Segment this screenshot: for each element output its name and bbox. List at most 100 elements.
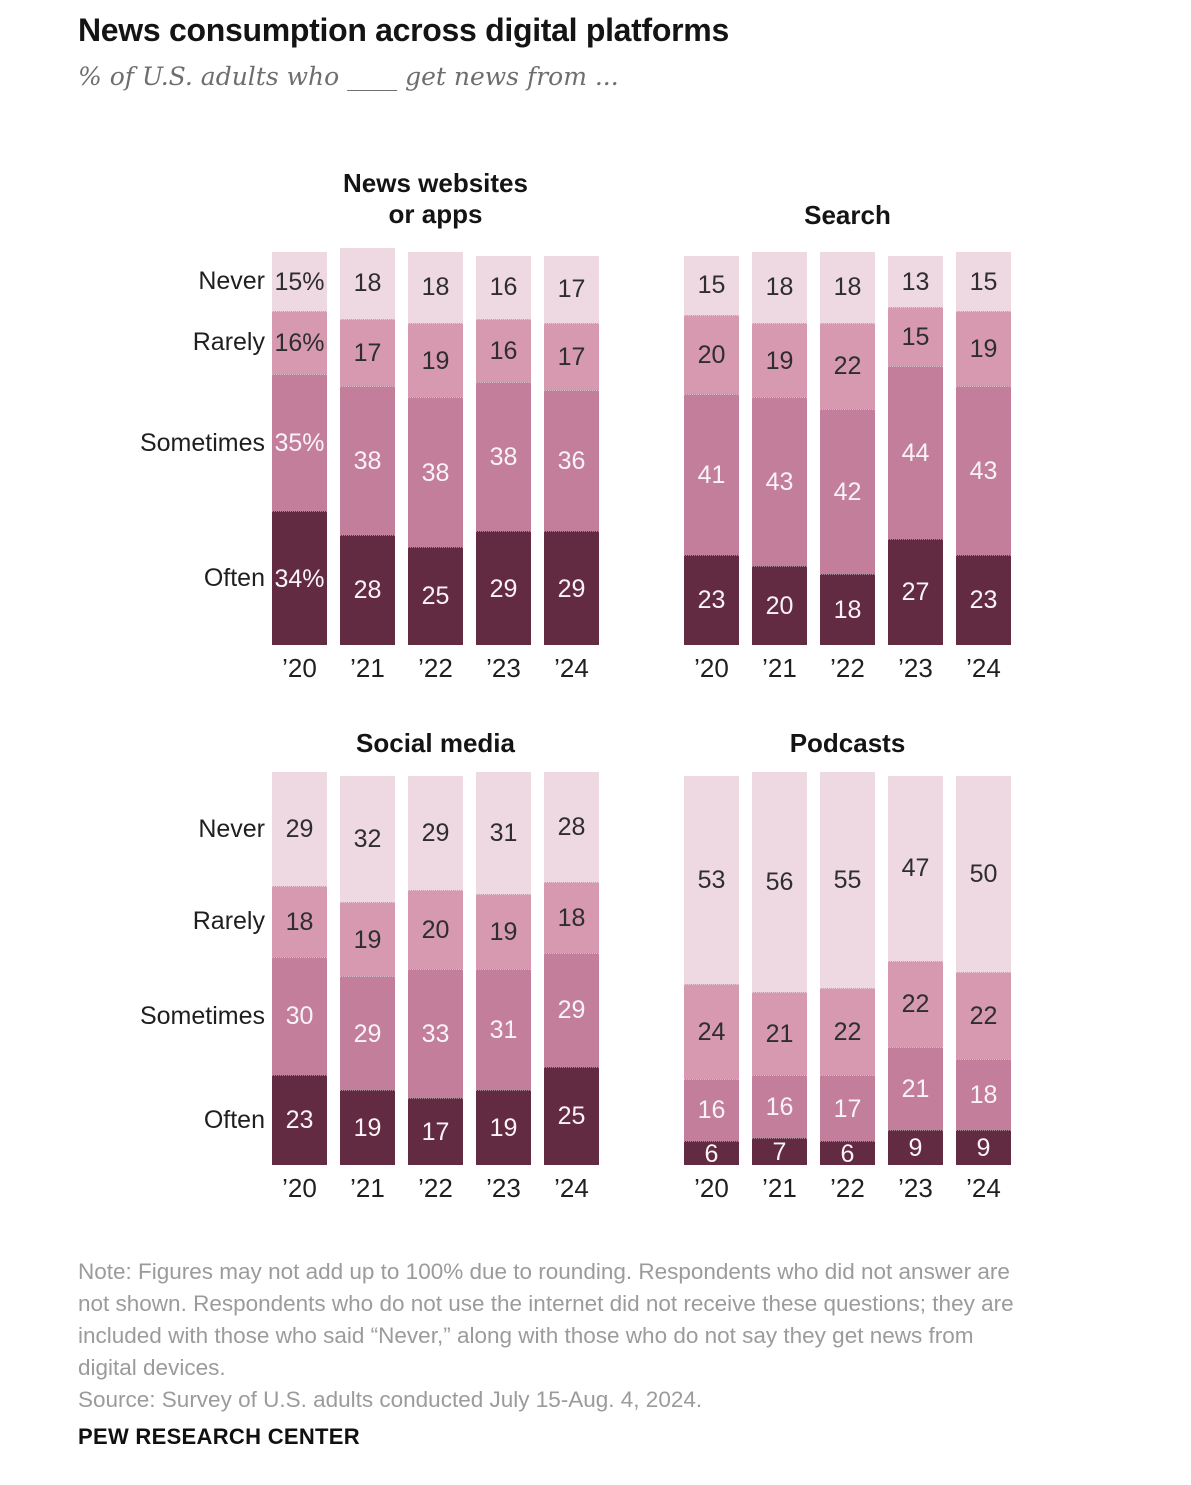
segment-sometimes: 41: [684, 393, 739, 555]
page-title: News consumption across digital platform…: [78, 12, 729, 48]
chart-title: Podcasts: [684, 728, 1011, 759]
value-label: 15: [969, 267, 998, 296]
value-label: 43: [969, 456, 998, 485]
segment-sometimes: 29: [544, 952, 599, 1067]
segment-never: 55: [820, 772, 875, 989]
value-label: 16: [697, 1096, 726, 1125]
row-label-often: Often: [203, 564, 265, 593]
year-label: ’24: [966, 653, 1001, 683]
year-label: ’22: [830, 1173, 865, 1203]
segment-rarely: 19: [752, 322, 807, 398]
year-label: ’21: [350, 653, 385, 683]
value-label: 16%: [274, 328, 325, 357]
value-label: 19: [489, 1114, 518, 1143]
value-label: 36: [557, 446, 586, 475]
segment-never: 18: [820, 252, 875, 323]
value-label: 47: [901, 854, 930, 883]
row-label-rarely: Rarely: [192, 328, 265, 357]
segment-never: 15: [956, 252, 1011, 311]
year-label: ’20: [694, 653, 729, 683]
bar-21: 18 17 38 28: [340, 248, 395, 645]
bar-21: 56 21 16 7: [752, 772, 807, 1165]
x-axis-labels: ’20 ’21 ’22 ’23 ’24: [684, 1173, 1011, 1204]
segment-rarely: 18: [272, 886, 327, 957]
segment-never: 29: [272, 772, 327, 886]
value-label: 21: [901, 1074, 930, 1103]
value-label: 18: [421, 273, 450, 302]
value-label: 29: [489, 574, 518, 603]
bars-row: 15% 16% 35% 34% 18 17 38 28 18 19 38 25 16 16 38 29 17 17…: [272, 245, 599, 645]
bar-21: 32 19 29 19: [340, 775, 395, 1165]
segment-often: 9: [888, 1129, 943, 1165]
x-axis-labels: ’20 ’21 ’22 ’23 ’24: [684, 653, 1011, 684]
value-label: 18: [285, 907, 314, 936]
footer-brand: PEW RESEARCH CENTER: [78, 1424, 360, 1449]
segment-often: 17: [408, 1098, 463, 1165]
value-label: 20: [421, 915, 450, 944]
value-label: 16: [489, 273, 518, 302]
value-label: 23: [969, 586, 998, 615]
segment-sometimes: 43: [752, 397, 807, 567]
value-label: 41: [697, 460, 726, 489]
value-label: 17: [557, 275, 586, 304]
bar-20: 15 20 41 23: [684, 255, 739, 645]
bar-24: 15 19 43 23: [956, 252, 1011, 645]
chart-title-line: Social media: [356, 728, 515, 758]
segment-often: 34%: [272, 511, 327, 645]
segment-sometimes: 21: [888, 1047, 943, 1130]
segment-rarely: 22: [820, 322, 875, 410]
value-label: 42: [833, 478, 862, 507]
value-label: 29: [557, 574, 586, 603]
value-label: 6: [840, 1139, 855, 1168]
value-label: 18: [765, 273, 794, 302]
segment-never: 32: [340, 775, 395, 902]
value-label: 44: [901, 438, 930, 467]
segment-often: 19: [476, 1090, 531, 1165]
segment-never: 18: [752, 252, 807, 323]
chart-title-line: Search: [804, 200, 891, 230]
segment-sometimes: 31: [476, 968, 531, 1091]
segment-often: 20: [752, 566, 807, 645]
segment-sometimes: 16: [752, 1074, 807, 1138]
bars-row: 15 20 41 23 18 19 43 20 18 22 42 18 13 15 44 27 15 19 43 23: [684, 245, 1011, 645]
value-label: 13: [901, 267, 930, 296]
year-label: ’22: [830, 653, 865, 683]
value-label: 53: [697, 866, 726, 895]
bar-22: 18 19 38 25: [408, 252, 463, 645]
year-label: ’22: [418, 1173, 453, 1203]
year-label: ’23: [898, 653, 933, 683]
value-label: 18: [833, 596, 862, 625]
value-label: 19: [353, 1114, 382, 1143]
bar-24: 17 17 36 29: [544, 255, 599, 645]
year-label: ’20: [282, 1173, 317, 1203]
source-text: Source: Survey of U.S. adults conducted …: [78, 1387, 703, 1412]
segment-never: 53: [684, 775, 739, 985]
bar-23: 13 15 44 27: [888, 255, 943, 645]
value-label: 18: [833, 273, 862, 302]
value-label: 32: [353, 824, 382, 853]
segment-often: 29: [476, 531, 531, 645]
chart-title-line: or apps: [388, 199, 483, 229]
value-label: 19: [969, 334, 998, 363]
bar-20: 29 18 30 23: [272, 772, 327, 1165]
value-label: 25: [557, 1102, 586, 1131]
segment-rarely: 16%: [272, 310, 327, 374]
chart-title: Search: [684, 200, 1011, 231]
segment-often: 23: [272, 1074, 327, 1165]
value-label: 19: [489, 917, 518, 946]
segment-sometimes: 36: [544, 389, 599, 532]
bar-24: 50 22 18 9: [956, 775, 1011, 1165]
segment-often: 18: [820, 574, 875, 645]
bar-23: 47 22 21 9: [888, 775, 943, 1165]
value-label: 27: [901, 578, 930, 607]
value-label: 18: [557, 903, 586, 932]
row-label-rarely: Rarely: [192, 907, 265, 936]
segment-sometimes: 30: [272, 956, 327, 1075]
bar-24: 28 18 29 25: [544, 772, 599, 1165]
value-label: 22: [969, 1002, 998, 1031]
value-label: 17: [353, 338, 382, 367]
value-label: 50: [969, 860, 998, 889]
segment-often: 6: [684, 1141, 739, 1166]
value-label: 25: [421, 582, 450, 611]
bars-row: 53 24 16 6 56 21 16 7 55 22 17 6 47 22 21 9 50 22 18 9: [684, 765, 1011, 1168]
